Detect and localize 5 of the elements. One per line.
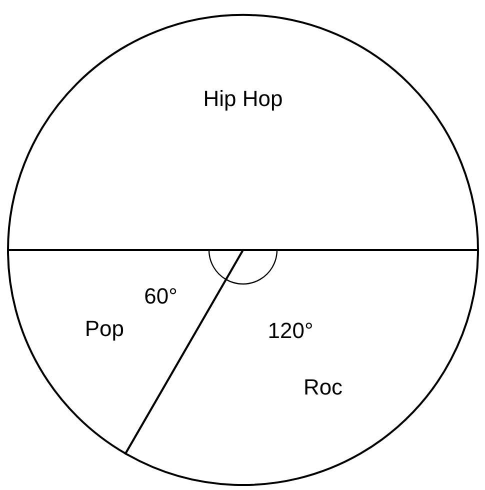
data-label: 120°	[268, 318, 314, 344]
slice-label: Hip Hop	[203, 86, 283, 111]
slice-label: Pop	[84, 316, 124, 341]
data-label: 60°	[144, 283, 178, 308]
slice-label: Roc	[303, 374, 343, 400]
